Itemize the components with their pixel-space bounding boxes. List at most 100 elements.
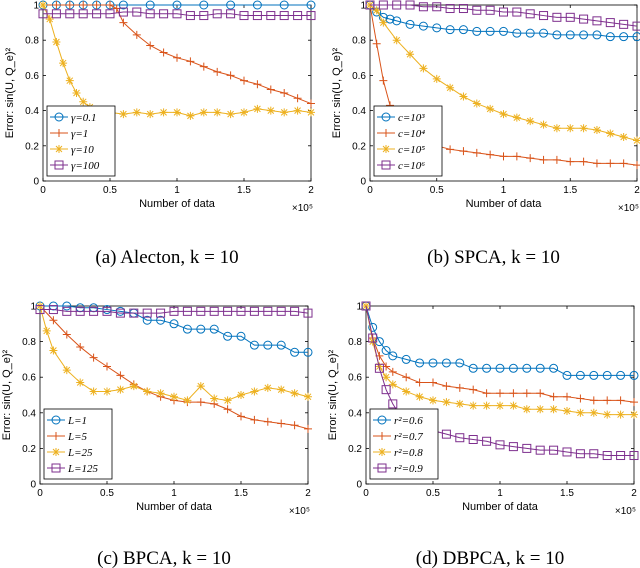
x-tick-label: 1 [497, 488, 503, 499]
data-point [565, 30, 575, 40]
data-point [632, 21, 640, 31]
data-point [592, 30, 602, 40]
data-point [132, 7, 142, 17]
data-point [468, 363, 478, 373]
data-point [365, 0, 375, 10]
legend-entry: r²=0.6 [394, 415, 423, 427]
data-point [632, 32, 640, 42]
data-point [196, 306, 206, 316]
data-point [199, 108, 208, 117]
data-point [512, 152, 521, 161]
data-point [103, 362, 111, 371]
data-point [38, 9, 48, 19]
data-point [535, 445, 545, 455]
data-point [49, 346, 58, 355]
data-point [223, 396, 232, 405]
data-point [361, 301, 371, 311]
data-point [525, 28, 535, 38]
data-point [592, 16, 602, 26]
data-point [59, 59, 68, 68]
data-point [186, 57, 195, 66]
series-line-2 [43, 4, 312, 105]
chart-panel-4: 0 0.5 1 1.5 2 0 0.2 0.4 0.6 0.8 1 Number of data ×10… [327, 301, 639, 568]
data-point [526, 154, 535, 163]
data-point [415, 392, 424, 401]
data-point [472, 26, 482, 36]
data-point [576, 408, 585, 417]
data-point [575, 370, 585, 380]
data-point [633, 136, 640, 145]
legend-entry: r²=0.8 [394, 447, 423, 459]
data-point [566, 124, 575, 133]
legend-entry: r²=0.9 [394, 463, 423, 475]
legend-marker [54, 160, 64, 170]
data-point [92, 1, 101, 9]
y-axis-label: Error: sin(U, Q_e)² [4, 47, 16, 138]
data-point [169, 319, 179, 329]
x-axis-multiplier: ×10⁵ [615, 506, 636, 517]
x-axis-label: Number of data [466, 198, 543, 210]
data-point [39, 1, 47, 9]
data-point [145, 9, 155, 19]
data-point [589, 449, 599, 459]
data-point [239, 11, 249, 21]
data-point [388, 367, 397, 376]
data-point [129, 382, 138, 391]
y-tick-label: 0.6 [352, 71, 366, 82]
data-point [173, 53, 181, 62]
data-point [415, 378, 424, 387]
chart-panel-3: 0 0.5 1 1.5 2 0 0.2 0.4 0.6 0.8 1 Number of data ×10… [1, 301, 313, 568]
data-point [52, 1, 61, 9]
data-point [469, 401, 478, 410]
data-point [279, 11, 289, 21]
series-line-3 [369, 4, 638, 142]
data-point [388, 380, 397, 389]
data-point [266, 11, 276, 21]
y-axis-label: Error: sin(U, Q_e)² [327, 349, 339, 440]
legend-marker [381, 112, 391, 122]
data-point [52, 37, 61, 46]
data-point [156, 315, 166, 325]
data-point [486, 104, 495, 113]
data-point [72, 89, 81, 97]
data-point [49, 316, 58, 325]
data-point [118, 0, 128, 10]
data-point [539, 11, 549, 21]
data-point [236, 306, 246, 316]
data-point [172, 9, 182, 19]
x-tick-label: 0.5 [100, 488, 114, 499]
data-point [89, 387, 98, 396]
y-tick-label: 1 [30, 302, 36, 313]
y-tick-label: 0.6 [25, 71, 39, 82]
data-point [368, 322, 378, 332]
data-point [499, 7, 508, 17]
x-tick-label: 1.5 [234, 488, 248, 499]
data-point [280, 108, 289, 117]
data-point [237, 412, 245, 421]
data-point [250, 387, 259, 396]
data-point [303, 308, 313, 318]
legend-marker [55, 145, 63, 153]
data-point [169, 306, 179, 316]
data-point [522, 405, 531, 414]
data-point [372, 39, 381, 48]
x-tick-label: 2 [634, 185, 640, 196]
data-point [418, 2, 428, 12]
data-point [116, 371, 125, 380]
panel-caption: (b) SPCA, k = 10 [427, 247, 560, 268]
data-point [307, 99, 315, 108]
data-point [459, 147, 468, 156]
data-point [105, 9, 115, 19]
data-point [62, 330, 71, 339]
data-point [552, 124, 561, 133]
data-point [76, 342, 85, 351]
data-point [132, 108, 141, 117]
panel-caption: (a) Alecton, k = 10 [95, 247, 238, 268]
legend-entry: r²=0.7 [394, 431, 423, 443]
legend-entry: c=10⁴ [398, 128, 425, 140]
data-point [226, 71, 235, 80]
data-point [441, 358, 451, 368]
panel-caption: (c) BPCA, k = 10 [97, 548, 231, 568]
legend-marker [51, 415, 61, 425]
data-point [277, 385, 286, 394]
